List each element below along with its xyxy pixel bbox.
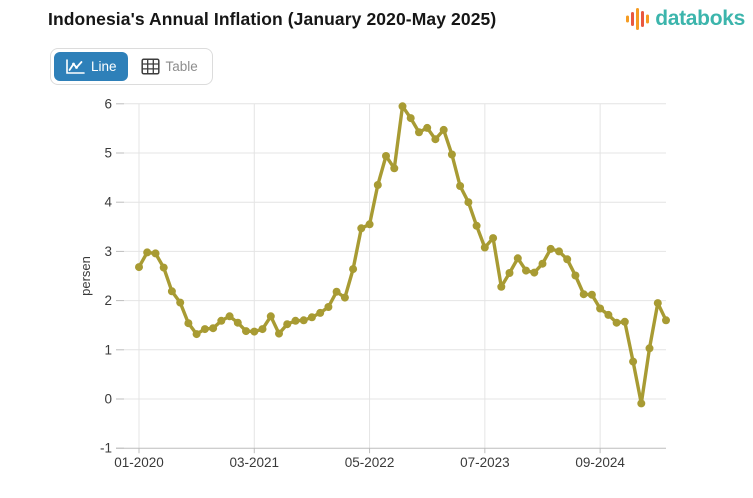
- databoks-wordmark: databoks: [655, 7, 745, 30]
- svg-text:07-2023: 07-2023: [460, 455, 510, 470]
- y-axis-title: persen: [78, 256, 93, 296]
- series-line: [137, 104, 668, 406]
- y-axis-labels: -1 0 1 2 3 4 5 6 persen: [78, 96, 112, 455]
- databoks-bars-icon: [626, 8, 650, 30]
- svg-text:09-2024: 09-2024: [575, 455, 625, 470]
- line-view-button[interactable]: Line: [54, 52, 128, 81]
- table-icon: [140, 58, 160, 75]
- svg-text:6: 6: [104, 96, 112, 111]
- axes: [116, 103, 666, 454]
- svg-text:3: 3: [104, 244, 112, 259]
- svg-text:03-2021: 03-2021: [230, 455, 280, 470]
- svg-text:5: 5: [104, 146, 112, 161]
- svg-text:4: 4: [104, 195, 112, 210]
- line-view-label: Line: [91, 59, 117, 74]
- table-view-button[interactable]: Table: [130, 52, 209, 81]
- page-title: Indonesia's Annual Inflation (January 20…: [48, 9, 497, 29]
- data-point-markers: [135, 102, 670, 408]
- svg-text:0: 0: [104, 392, 112, 407]
- x-axis-labels: 01-2020 03-2021 05-2022 07-2023 09-2024: [114, 455, 625, 470]
- svg-text:-1: -1: [100, 441, 112, 456]
- table-view-label: Table: [165, 59, 198, 74]
- svg-text:05-2022: 05-2022: [345, 455, 395, 470]
- view-toggle: Line Table: [50, 48, 213, 85]
- svg-text:01-2020: 01-2020: [114, 455, 164, 470]
- databoks-logo[interactable]: databoks: [625, 6, 745, 32]
- line-chart-icon: [66, 58, 85, 74]
- svg-text:2: 2: [104, 293, 112, 308]
- svg-text:1: 1: [104, 342, 112, 357]
- inflation-line-chart[interactable]: -1 0 1 2 3 4 5 6 persen 01-2020 03-2021 05-2022 07-2…: [0, 86, 753, 498]
